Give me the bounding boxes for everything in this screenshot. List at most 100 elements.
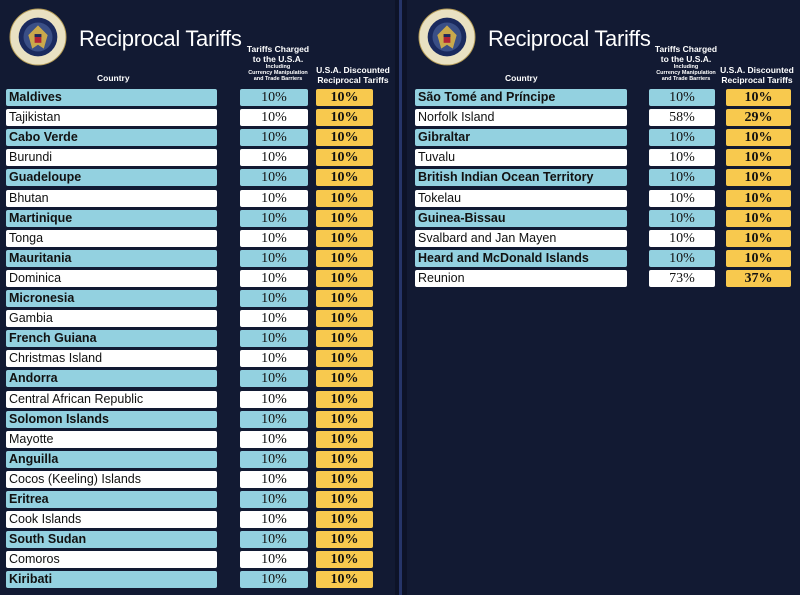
discounted-tariff-cell: 10% bbox=[316, 230, 373, 247]
tariff-charged-cell: 10% bbox=[240, 391, 308, 408]
tariff-charged-cell: 10% bbox=[240, 210, 308, 227]
country-name-cell: Maldives bbox=[6, 89, 217, 106]
country-name-cell: Cabo Verde bbox=[6, 129, 217, 146]
discounted-tariff-cell: 10% bbox=[316, 431, 373, 448]
tariff-charged-cell: 10% bbox=[649, 190, 715, 207]
discount-column-header: U.S.A. Discounted Reciprocal Tariffs bbox=[316, 65, 390, 85]
country-name-cell: Anguilla bbox=[6, 451, 217, 468]
discounted-tariff-cell: 10% bbox=[316, 109, 373, 126]
tariff-charged-cell: 10% bbox=[649, 149, 715, 166]
country-name-cell: Andorra bbox=[6, 370, 217, 387]
page-title: Reciprocal Tariffs bbox=[79, 26, 242, 51]
tariff-charged-cell: 10% bbox=[240, 270, 308, 287]
tariff-charged-cell: 10% bbox=[649, 210, 715, 227]
tariff-charged-cell: 10% bbox=[240, 230, 308, 247]
discounted-tariff-cell: 10% bbox=[726, 250, 791, 267]
tariff-charged-cell: 58% bbox=[649, 109, 715, 126]
country-column-header: Country bbox=[505, 73, 538, 83]
tariff-charged-cell: 10% bbox=[240, 290, 308, 307]
discounted-tariff-cell: 10% bbox=[316, 531, 373, 548]
presidential-seal-icon bbox=[418, 8, 476, 66]
country-name-cell: Gibraltar bbox=[415, 129, 627, 146]
country-name-cell: Mayotte bbox=[6, 431, 217, 448]
tariff-charged-cell: 10% bbox=[240, 471, 308, 488]
tariff-charged-cell: 10% bbox=[240, 370, 308, 387]
discounted-tariff-cell: 10% bbox=[316, 451, 373, 468]
tariff-charged-cell: 10% bbox=[649, 129, 715, 146]
country-name-cell: Svalbard and Jan Mayen bbox=[415, 230, 627, 247]
country-name-cell: Reunion bbox=[415, 270, 627, 287]
tariff-charged-cell: 10% bbox=[240, 431, 308, 448]
country-name-cell: Bhutan bbox=[6, 190, 217, 207]
discounted-tariff-cell: 10% bbox=[316, 250, 373, 267]
country-name-cell: Tonga bbox=[6, 230, 217, 247]
tariff-charged-cell: 10% bbox=[240, 149, 308, 166]
discounted-tariff-cell: 10% bbox=[316, 210, 373, 227]
charged-column-header: Tariffs Charged to the U.S.A. Including … bbox=[654, 44, 718, 82]
tariff-charged-cell: 10% bbox=[240, 451, 308, 468]
tariff-charged-cell: 10% bbox=[240, 250, 308, 267]
discounted-tariff-cell: 10% bbox=[316, 190, 373, 207]
country-name-cell: Guinea-Bissau bbox=[415, 210, 627, 227]
tariff-charged-cell: 10% bbox=[240, 511, 308, 528]
page-title: Reciprocal Tariffs bbox=[488, 26, 651, 51]
discounted-tariff-cell: 10% bbox=[316, 411, 373, 428]
tariff-charged-cell: 10% bbox=[240, 310, 308, 327]
discounted-tariff-cell: 10% bbox=[726, 149, 791, 166]
discounted-tariff-cell: 10% bbox=[316, 370, 373, 387]
discounted-tariff-cell: 10% bbox=[316, 129, 373, 146]
tariff-charged-cell: 10% bbox=[240, 531, 308, 548]
country-name-cell: Heard and McDonald Islands bbox=[415, 250, 627, 267]
discounted-tariff-cell: 10% bbox=[316, 551, 373, 568]
discounted-tariff-cell: 29% bbox=[726, 109, 791, 126]
discounted-tariff-cell: 10% bbox=[316, 149, 373, 166]
discounted-tariff-cell: 10% bbox=[726, 230, 791, 247]
discounted-tariff-cell: 10% bbox=[316, 491, 373, 508]
tariff-charged-cell: 10% bbox=[240, 491, 308, 508]
country-name-cell: Martinique bbox=[6, 210, 217, 227]
discounted-tariff-cell: 10% bbox=[316, 89, 373, 106]
country-column-header: Country bbox=[97, 73, 130, 83]
country-name-cell: South Sudan bbox=[6, 531, 217, 548]
left-table-panel: Reciprocal Tariffs Tariffs Charged to th… bbox=[0, 0, 395, 595]
country-name-cell: Central African Republic bbox=[6, 391, 217, 408]
discounted-tariff-cell: 10% bbox=[316, 511, 373, 528]
tariff-charged-cell: 10% bbox=[240, 169, 308, 186]
tariff-charged-cell: 10% bbox=[240, 129, 308, 146]
country-name-cell: Comoros bbox=[6, 551, 217, 568]
discounted-tariff-cell: 10% bbox=[316, 571, 373, 588]
tariff-charged-cell: 10% bbox=[649, 89, 715, 106]
country-name-cell: Cook Islands bbox=[6, 511, 217, 528]
country-name-cell: Christmas Island bbox=[6, 350, 217, 367]
country-name-cell: Kiribati bbox=[6, 571, 217, 588]
country-name-cell: Eritrea bbox=[6, 491, 217, 508]
country-name-cell: Mauritania bbox=[6, 250, 217, 267]
discounted-tariff-cell: 10% bbox=[726, 89, 791, 106]
country-name-cell: São Tomé and Príncipe bbox=[415, 89, 627, 106]
discounted-tariff-cell: 10% bbox=[316, 169, 373, 186]
tariff-charged-cell: 10% bbox=[240, 571, 308, 588]
country-name-cell: Burundi bbox=[6, 149, 217, 166]
country-name-cell: Tajikistan bbox=[6, 109, 217, 126]
country-name-cell: Micronesia bbox=[6, 290, 217, 307]
tariff-charged-cell: 10% bbox=[240, 330, 308, 347]
discounted-tariff-cell: 10% bbox=[726, 169, 791, 186]
country-name-cell: Cocos (Keeling) Islands bbox=[6, 471, 217, 488]
country-name-cell: Guadeloupe bbox=[6, 169, 217, 186]
country-name-cell: Solomon Islands bbox=[6, 411, 217, 428]
country-name-cell: Tuvalu bbox=[415, 149, 627, 166]
discounted-tariff-cell: 10% bbox=[316, 310, 373, 327]
discounted-tariff-cell: 10% bbox=[316, 270, 373, 287]
discounted-tariff-cell: 10% bbox=[316, 391, 373, 408]
tariff-charged-cell: 10% bbox=[240, 551, 308, 568]
panel-divider bbox=[399, 0, 402, 595]
country-name-cell: British Indian Ocean Territory bbox=[415, 169, 627, 186]
tariff-charged-cell: 10% bbox=[649, 250, 715, 267]
discounted-tariff-cell: 10% bbox=[316, 330, 373, 347]
country-name-cell: Tokelau bbox=[415, 190, 627, 207]
tariff-charged-cell: 10% bbox=[649, 230, 715, 247]
presidential-seal-icon bbox=[9, 8, 67, 66]
tariff-charged-cell: 10% bbox=[649, 169, 715, 186]
tariff-charged-cell: 10% bbox=[240, 411, 308, 428]
tariff-charged-cell: 10% bbox=[240, 89, 308, 106]
